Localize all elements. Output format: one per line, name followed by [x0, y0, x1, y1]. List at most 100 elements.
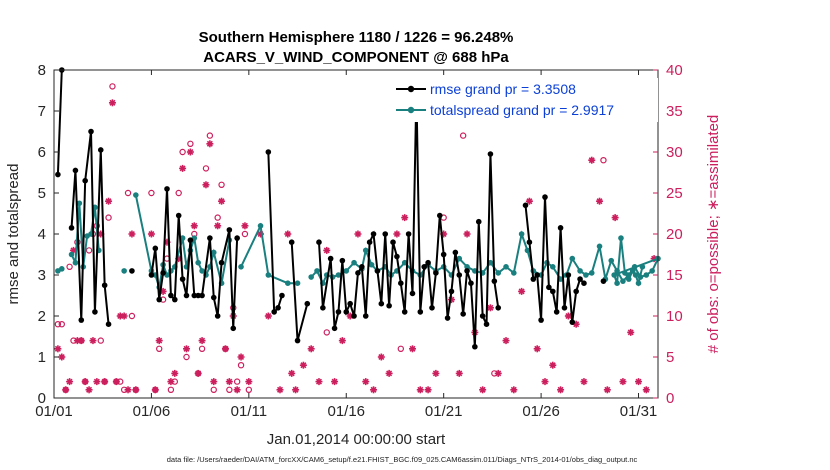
obs-assimilated-marker: [479, 386, 487, 394]
totalspread-point: [335, 272, 342, 278]
obs-assimilated-marker: [377, 353, 385, 361]
rmse-point: [275, 305, 281, 311]
rmse-point: [366, 239, 373, 245]
rmse-point: [370, 231, 377, 237]
obs-assimilated-marker: [233, 386, 241, 394]
y-right-tick-label: 5: [666, 349, 674, 366]
rmse-point: [542, 194, 548, 200]
obs-possible-marker: [175, 189, 182, 197]
rmse-point: [172, 296, 178, 303]
rmse-point: [316, 239, 322, 245]
chart-title-line2: ACARS_V_WIND_COMPONENT @ 688 hPa: [203, 49, 509, 66]
rmse-point: [526, 239, 533, 245]
rmse-point: [168, 292, 174, 299]
obs-assimilated-marker: [627, 328, 635, 336]
obs-assimilated-marker: [315, 378, 323, 386]
totalspread-point: [210, 249, 217, 256]
y-right-tick-label: 20: [666, 226, 683, 243]
rmse-point: [448, 288, 455, 295]
rmse-point: [456, 272, 463, 278]
rmse-line: [267, 151, 283, 315]
legend-totalspread-marker: [407, 106, 415, 114]
obs-assimilated-marker: [455, 369, 463, 377]
totalspread-point: [58, 266, 65, 272]
totalspread-point: [285, 280, 291, 287]
obs-possible-marker: [117, 378, 124, 385]
obs-possible-marker: [491, 370, 498, 377]
x-axis-label: Jan.01,2014 00:00:00 start: [267, 431, 446, 448]
obs-possible-marker: [171, 378, 178, 385]
obs-possible-marker: [237, 362, 245, 369]
obs-possible-marker: [58, 321, 65, 328]
rmse-line: [70, 131, 110, 325]
obs-possible-marker: [105, 214, 112, 221]
rmse-point: [294, 337, 301, 344]
obs-assimilated-marker: [502, 337, 510, 345]
totalspread-point: [68, 251, 75, 258]
rmse-point: [331, 325, 338, 332]
rmse-point: [335, 309, 342, 315]
obs-possible-marker: [70, 337, 77, 344]
x-axis: 01/01 01/06 01/11 01/16 01/21 01/26 01/31: [35, 70, 657, 420]
obs-possible-marker: [179, 148, 186, 156]
rmse-line: [150, 188, 239, 329]
rmse-line: [317, 90, 500, 347]
totalspread-point: [611, 272, 617, 278]
totalspread-point: [257, 223, 264, 229]
rmse-point: [191, 292, 198, 299]
data-file-footer: data file: /Users/raeder/DAI/ATM_forcXX/…: [167, 455, 638, 464]
rmse-point: [569, 319, 576, 325]
chart-title-line1: Southern Hemisphere 1180 / 1226 = 96.248…: [199, 29, 514, 46]
rmse-point: [483, 321, 490, 328]
obs-assimilated-marker: [603, 386, 611, 394]
obs-possible-marker: [156, 345, 163, 352]
obs-possible-marker: [187, 140, 194, 147]
obs-assimilated-marker: [276, 386, 284, 394]
x-tick-label: 01/31: [620, 403, 658, 420]
obs-possible-marker: [459, 132, 467, 139]
obs-assimilated-marker: [264, 312, 272, 320]
obs-possible-marker: [206, 132, 214, 139]
rmse-point: [382, 231, 389, 237]
obs-assimilated-marker: [307, 345, 315, 353]
obs-assimilated-marker: [241, 222, 249, 230]
obs-possible-marker: [600, 156, 607, 164]
totalspread-point: [368, 261, 375, 268]
rmse-point: [557, 225, 564, 231]
obs-possible-marker: [97, 337, 104, 344]
totalspread-point: [637, 274, 644, 280]
obs-assimilated-marker: [214, 222, 222, 230]
x-tick-label: 01/26: [522, 403, 560, 420]
rmse-point: [156, 296, 163, 303]
obs-assimilated-marker: [93, 378, 101, 386]
y-right-tick-label: 0: [666, 390, 674, 407]
obs-possible-marker: [81, 378, 89, 385]
rmse-point: [152, 245, 159, 252]
y-axis-right: 0 5 10 15 20 25 30 35 40: [653, 62, 683, 407]
obs-assimilated-marker: [202, 181, 210, 189]
obs-assimilated-series: [54, 99, 658, 394]
rmse-point: [440, 251, 447, 258]
obs-possible-marker: [124, 189, 132, 197]
totalspread-point: [121, 268, 127, 274]
rmse-point: [347, 300, 353, 307]
obs-assimilated-marker: [206, 140, 214, 148]
obs-assimilated-marker: [525, 197, 533, 205]
obs-possible-marker: [397, 345, 405, 352]
y-axis-left-label: rmse and totalspread: [5, 164, 22, 305]
obs-possible-marker: [66, 263, 73, 270]
obs-possible-marker: [113, 378, 120, 385]
rmse-point: [421, 264, 427, 270]
rmse-point: [577, 276, 583, 282]
rmse-point: [101, 282, 108, 289]
rmse-point: [487, 151, 494, 157]
obs-possible-marker: [148, 189, 155, 197]
rmse-point: [425, 259, 431, 266]
obs-assimilated-marker: [549, 361, 557, 369]
obs-possible-marker: [120, 386, 128, 393]
rmse-point: [398, 280, 404, 287]
legend: rmse grand pr = 3.3508 totalspread grand…: [392, 78, 658, 122]
obs-possible-marker: [128, 312, 136, 320]
rmse-point: [129, 268, 135, 274]
obs-assimilated-marker: [58, 353, 66, 361]
